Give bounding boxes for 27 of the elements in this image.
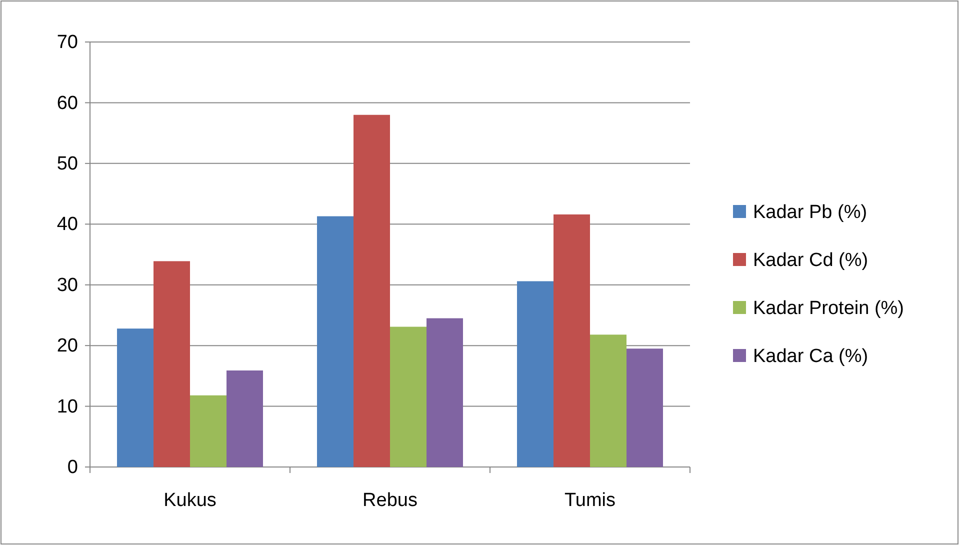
bar [626, 348, 663, 467]
legend-label: Kadar Protein (%) [753, 298, 904, 319]
bar [426, 318, 463, 467]
x-tick-label: Rebus [362, 490, 418, 512]
y-tick-label: 10 [56, 396, 78, 418]
bar [154, 261, 190, 467]
x-tick-label: Kukus [164, 490, 216, 512]
y-tick-label: 50 [56, 154, 78, 175]
bar [590, 334, 626, 467]
y-tick-label: 0 [67, 457, 78, 478]
y-tick-label: 40 [56, 214, 78, 236]
legend-label: Kadar Ca (%) [753, 346, 868, 367]
bar [517, 281, 554, 467]
bar [226, 370, 263, 467]
bar [117, 328, 154, 467]
x-tick-label: Tumis [564, 490, 616, 512]
y-tick-label: 60 [56, 92, 78, 114]
bar [190, 395, 226, 467]
bar [317, 216, 354, 467]
bar [354, 114, 390, 467]
y-tick-label: 20 [56, 336, 78, 357]
legend-label: Kadar Cd (%) [753, 250, 868, 271]
legend-label: Kadar Pb (%) [753, 202, 868, 223]
bar [390, 326, 426, 467]
y-tick-label: 30 [56, 274, 78, 296]
y-tick-label: 70 [56, 32, 78, 54]
bar [554, 214, 590, 467]
